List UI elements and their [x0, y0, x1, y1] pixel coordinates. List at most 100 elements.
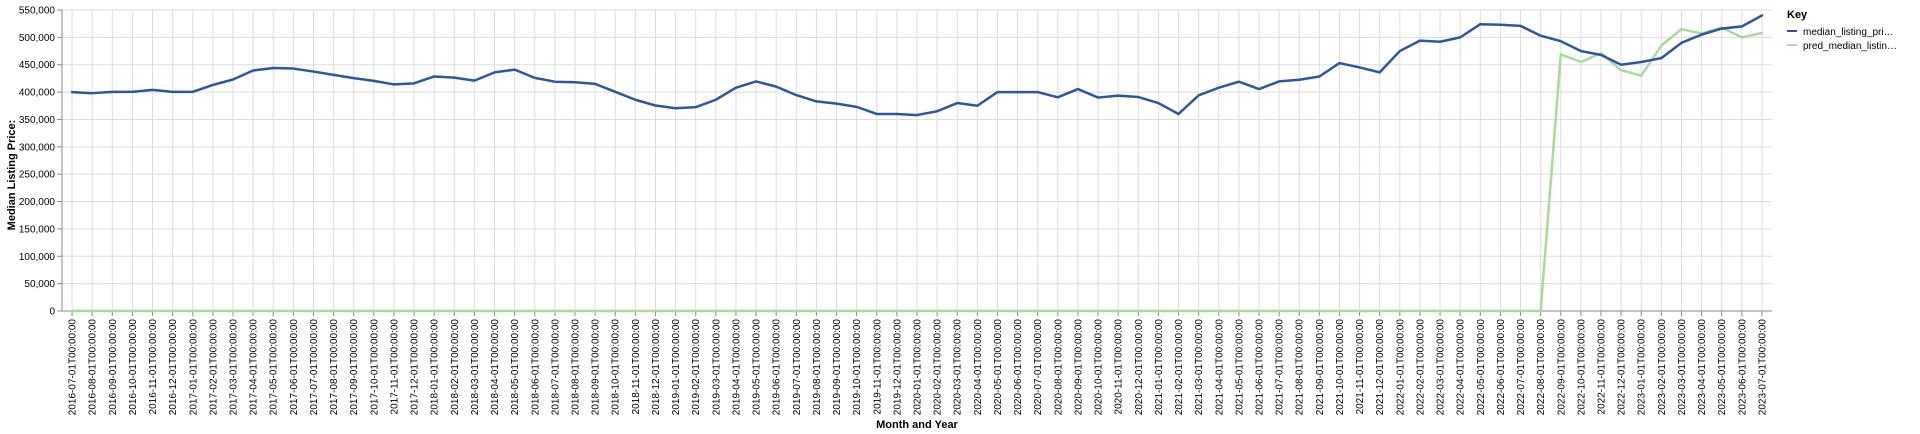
x-tick-label: 2022-03-01T00:00:00: [1436, 319, 1447, 416]
y-tick-label: 300,000: [19, 142, 56, 153]
x-tick-label: 2018-04-01T00:00:00: [490, 319, 501, 416]
y-tick-label: 200,000: [19, 197, 56, 208]
x-tick-label: 2021-05-01T00:00:00: [1234, 319, 1245, 416]
x-tick-label: 2016-08-01T00:00:00: [88, 319, 99, 416]
series-lines: [70, 14, 1764, 313]
x-tick-label: 2021-11-01T00:00:00: [1355, 319, 1366, 415]
y-axis-title: Median Listing Price:: [6, 120, 18, 231]
x-tick-label: 2019-02-01T00:00:00: [691, 319, 702, 416]
x-tick-label: 2018-06-01T00:00:00: [530, 319, 541, 416]
x-tick-label: 2016-10-01T00:00:00: [128, 319, 139, 416]
x-tick-label: 2022-05-01T00:00:00: [1476, 319, 1487, 416]
x-tick-label: 2016-11-01T00:00:00: [148, 319, 159, 415]
x-tick-label: 2019-10-01T00:00:00: [852, 319, 863, 416]
legend-label-median: median_listing_pri…: [1803, 27, 1894, 38]
y-tick-label: 0: [49, 307, 55, 318]
x-tick-label: 2017-12-01T00:00:00: [410, 319, 421, 416]
x-tick-label: 2019-01-01T00:00:00: [671, 319, 682, 416]
x-tick-label: 2019-04-01T00:00:00: [731, 319, 742, 416]
x-tick-label: 2020-04-01T00:00:00: [973, 319, 984, 416]
x-tick-label: 2021-02-01T00:00:00: [1174, 319, 1185, 416]
x-tick-label: 2017-07-01T00:00:00: [309, 319, 320, 416]
y-tick-label: 500,000: [19, 33, 56, 44]
x-tick-label: 2017-11-01T00:00:00: [389, 319, 400, 415]
x-tick-label: 2020-03-01T00:00:00: [953, 319, 964, 416]
x-tick-label: 2022-12-01T00:00:00: [1617, 319, 1628, 416]
x-tick-label: 2021-06-01T00:00:00: [1255, 319, 1266, 416]
x-tick-label: 2023-01-01T00:00:00: [1637, 319, 1648, 416]
x-tick-label: 2019-09-01T00:00:00: [832, 319, 843, 416]
y-tick-label: 50,000: [24, 279, 55, 290]
x-tick-label: 2023-02-01T00:00:00: [1657, 319, 1668, 416]
x-tick-label: 2020-10-01T00:00:00: [1094, 319, 1105, 416]
x-tick-label: 2018-08-01T00:00:00: [571, 319, 582, 416]
x-tick-label: 2021-01-01T00:00:00: [1154, 319, 1165, 416]
x-tick-label: 2021-09-01T00:00:00: [1315, 319, 1326, 416]
x-tick-label: 2021-10-01T00:00:00: [1335, 319, 1346, 416]
x-tick-label: 2020-11-01T00:00:00: [1114, 319, 1125, 415]
x-tick-label: 2019-08-01T00:00:00: [812, 319, 823, 416]
legend-label-pred: pred_median_listin…: [1803, 41, 1897, 52]
y-tick-label: 150,000: [19, 224, 56, 235]
x-tick-label: 2019-11-01T00:00:00: [872, 319, 883, 415]
legend: Key median_listing_pri… pred_median_list…: [1787, 9, 1897, 52]
y-tick-label: 550,000: [19, 6, 56, 17]
legend-title: Key: [1787, 9, 1808, 21]
series-line-pred-median-listing-price: [70, 26, 1764, 313]
x-tick-label: 2017-05-01T00:00:00: [269, 319, 280, 416]
x-tick-label: 2020-09-01T00:00:00: [1073, 319, 1084, 416]
x-tick-label: 2018-07-01T00:00:00: [550, 319, 561, 416]
x-tick-label: 2023-07-01T00:00:00: [1757, 319, 1768, 416]
series-line-median-listing-price: [70, 14, 1764, 117]
x-tick-label: 2019-03-01T00:00:00: [711, 319, 722, 416]
x-tick-label: 2023-06-01T00:00:00: [1737, 319, 1748, 416]
x-tick-label: 2018-05-01T00:00:00: [510, 319, 521, 416]
x-tick-label: 2021-08-01T00:00:00: [1295, 319, 1306, 416]
x-tick-label: 2022-04-01T00:00:00: [1456, 319, 1467, 416]
x-tick-label: 2023-04-01T00:00:00: [1697, 319, 1708, 416]
x-tick-label: 2021-07-01T00:00:00: [1275, 319, 1286, 416]
x-tick-label: 2016-12-01T00:00:00: [168, 319, 179, 416]
x-tick-label: 2020-12-01T00:00:00: [1134, 319, 1145, 416]
x-tick-label: 2022-08-01T00:00:00: [1536, 319, 1547, 416]
x-tick-label: 2018-01-01T00:00:00: [430, 319, 441, 416]
x-tick-label: 2017-04-01T00:00:00: [249, 319, 260, 416]
x-tick-label: 2020-07-01T00:00:00: [1033, 319, 1044, 416]
x-tick-label: 2022-10-01T00:00:00: [1576, 319, 1587, 416]
x-tick-label: 2022-07-01T00:00:00: [1516, 319, 1527, 416]
x-tick-label: 2020-02-01T00:00:00: [933, 319, 944, 416]
x-tick-label: 2020-06-01T00:00:00: [1013, 319, 1024, 416]
x-tick-label: 2022-06-01T00:00:00: [1496, 319, 1507, 416]
y-tick-label: 450,000: [19, 60, 56, 71]
x-tick-label: 2017-01-01T00:00:00: [188, 319, 199, 416]
x-tick-label: 2022-01-01T00:00:00: [1395, 319, 1406, 416]
x-tick-label: 2017-06-01T00:00:00: [289, 319, 300, 416]
x-tick-label: 2021-12-01T00:00:00: [1375, 319, 1386, 416]
x-tick-label: 2023-03-01T00:00:00: [1677, 319, 1688, 416]
y-tick-label: 250,000: [19, 170, 56, 181]
x-tick-label: 2016-07-01T00:00:00: [68, 319, 79, 416]
x-tick-label: 2017-10-01T00:00:00: [369, 319, 380, 416]
x-tick-label: 2017-02-01T00:00:00: [208, 319, 219, 416]
x-tick-label: 2018-02-01T00:00:00: [450, 319, 461, 416]
x-tick-label: 2018-12-01T00:00:00: [651, 319, 662, 416]
x-tick-label: 2020-01-01T00:00:00: [913, 319, 924, 416]
x-tick-label: 2021-04-01T00:00:00: [1214, 319, 1225, 416]
x-tick-label: 2017-09-01T00:00:00: [349, 319, 360, 416]
y-tick-label: 400,000: [19, 88, 56, 99]
x-tick-label: 2022-11-01T00:00:00: [1597, 319, 1608, 415]
y-tick-label: 100,000: [19, 252, 56, 263]
y-tick-label: 350,000: [19, 115, 56, 126]
x-axis: 2016-07-01T00:00:00 2016-08-01T00:00:00 20…: [62, 310, 1772, 416]
grid: [62, 9, 1772, 312]
x-tick-label: 2019-07-01T00:00:00: [792, 319, 803, 416]
x-tick-label: 2017-08-01T00:00:00: [329, 319, 340, 416]
x-tick-label: 2016-09-01T00:00:00: [108, 319, 119, 416]
x-tick-label: 2022-02-01T00:00:00: [1415, 319, 1426, 416]
x-tick-label: 2019-05-01T00:00:00: [752, 319, 763, 416]
x-tick-label: 2018-03-01T00:00:00: [470, 319, 481, 416]
x-tick-label: 2022-09-01T00:00:00: [1556, 319, 1567, 416]
x-tick-label: 2020-05-01T00:00:00: [993, 319, 1004, 416]
y-axis: 0 50,000 100,000 150,000 200,000 250,000 300,0…: [19, 6, 63, 318]
